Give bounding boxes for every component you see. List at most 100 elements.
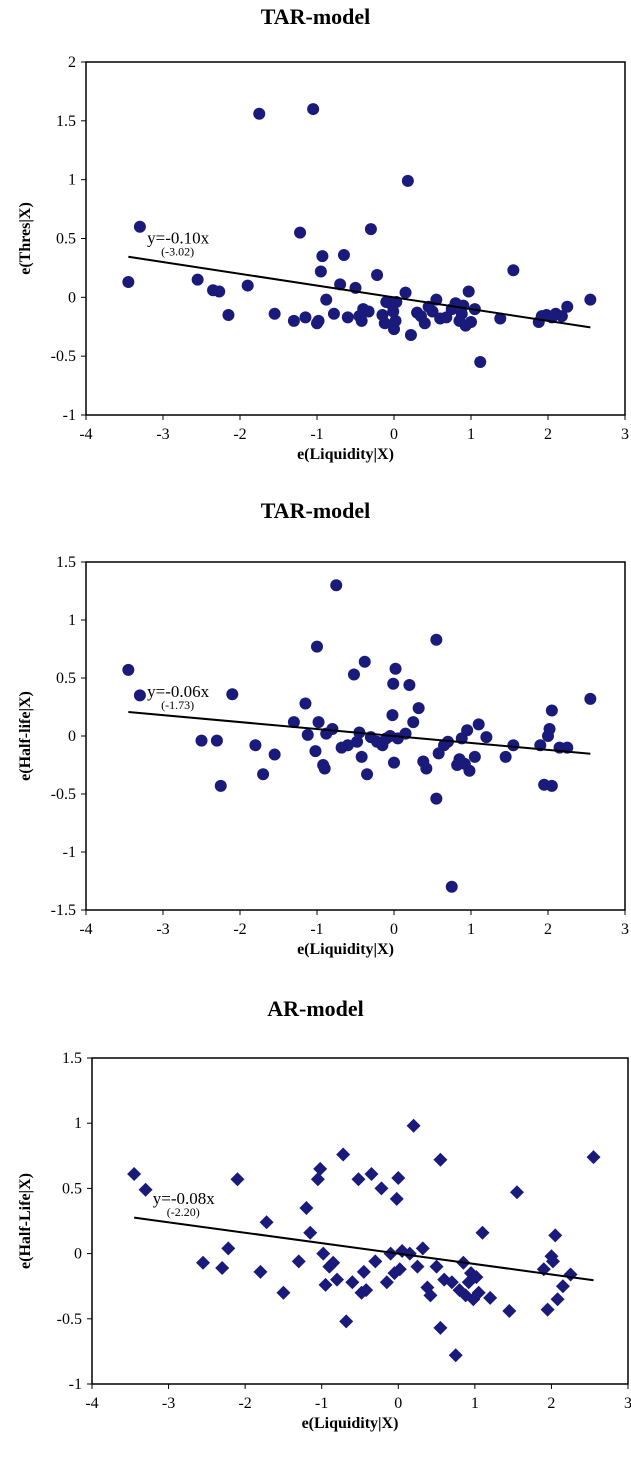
trend-tstat: (-3.02) <box>161 244 194 258</box>
trend-equation: y=-0.10x <box>147 228 209 247</box>
data-point <box>314 265 327 278</box>
data-point <box>461 724 474 737</box>
x-tick-label: -1 <box>315 1395 328 1412</box>
trend-tstat: (-1.73) <box>161 698 194 712</box>
data-point <box>403 678 416 691</box>
data-point <box>563 1267 578 1282</box>
y-axis-label: e(Half-Life|X) <box>17 1173 34 1269</box>
data-point <box>430 633 443 646</box>
data-point <box>316 1246 331 1261</box>
trend-equation: y=-0.08x <box>153 1189 215 1208</box>
data-point <box>462 285 475 298</box>
x-tick-label: -2 <box>238 1395 251 1412</box>
data-point <box>402 1246 417 1261</box>
data-point <box>457 299 470 312</box>
data-point <box>468 750 481 763</box>
chart-panel-2: TAR-model 1.5 1 0.5 0 -0.5 -1 -1.5 -4 -3 -2 -1 0 1 2 3… <box>0 490 631 980</box>
y-tick-label: 1.5 <box>56 554 76 571</box>
data-point <box>461 1275 476 1290</box>
y-tick-label: 0.5 <box>62 1180 82 1197</box>
x-axis-label: e(Liquidity|X) <box>297 941 394 958</box>
data-point <box>433 1320 448 1335</box>
data-point <box>379 1275 394 1290</box>
data-point <box>303 1225 318 1240</box>
x-axis-label: e(Liquidity|X) <box>297 446 394 463</box>
data-point <box>445 880 458 893</box>
data-point <box>249 739 262 752</box>
data-point <box>337 248 350 261</box>
data-point <box>545 704 558 717</box>
data-point <box>555 310 568 323</box>
data-point <box>276 1285 291 1300</box>
data-point <box>469 1270 484 1285</box>
x-axis-label: e(Liquidity|X) <box>302 1415 399 1432</box>
data-point <box>196 1255 211 1270</box>
data-point <box>214 779 227 792</box>
data-point <box>230 1172 245 1187</box>
data-point <box>371 268 384 281</box>
data-point <box>330 1272 345 1287</box>
data-point <box>412 702 425 715</box>
data-point <box>326 1255 341 1270</box>
data-point <box>354 1285 369 1300</box>
data-point <box>351 735 364 748</box>
data-point <box>334 278 347 291</box>
data-point <box>426 305 439 318</box>
data-point <box>330 579 343 592</box>
data-point <box>301 728 314 741</box>
data-point <box>474 356 487 369</box>
x-tick-label: -3 <box>156 426 169 443</box>
x-tick-label: 2 <box>544 426 552 443</box>
data-point <box>555 1279 570 1294</box>
data-point <box>383 1246 398 1261</box>
x-tick-label: -1 <box>310 426 323 443</box>
data-point <box>472 718 485 731</box>
data-point <box>429 1259 444 1274</box>
data-point <box>312 314 325 327</box>
data-point <box>326 723 339 736</box>
data-point <box>502 1303 517 1318</box>
data-point <box>415 1241 430 1256</box>
data-point <box>268 307 281 320</box>
data-point <box>423 1288 438 1303</box>
y-tick-label: 0.5 <box>56 231 76 248</box>
data-point <box>127 1167 142 1182</box>
y-tick-label: -0.5 <box>51 348 76 365</box>
data-point <box>494 312 507 325</box>
data-point <box>359 1283 374 1298</box>
data-point <box>406 1118 421 1133</box>
data-point <box>448 1348 463 1363</box>
data-point <box>351 1172 366 1187</box>
trend-line <box>128 710 591 755</box>
data-point <box>368 1254 383 1269</box>
data-point <box>257 768 270 781</box>
data-point <box>241 279 254 292</box>
data-point <box>586 1150 601 1165</box>
data-point <box>389 662 402 675</box>
data-point <box>307 103 320 116</box>
data-point <box>584 692 597 705</box>
y-tick-label: -1 <box>63 844 76 861</box>
data-point <box>226 688 239 701</box>
data-point <box>294 226 307 239</box>
data-point <box>345 1275 360 1290</box>
data-point <box>195 734 208 747</box>
data-point <box>401 174 414 187</box>
data-point <box>561 300 574 313</box>
data-point <box>480 731 493 744</box>
data-point <box>391 1170 406 1185</box>
data-point <box>268 748 281 761</box>
data-point <box>378 317 391 330</box>
data-point <box>548 1228 563 1243</box>
data-point <box>320 293 333 306</box>
data-point <box>545 1254 560 1269</box>
data-point <box>471 1285 486 1300</box>
data-point <box>355 314 368 327</box>
y-tick-label: 1 <box>68 172 76 189</box>
data-point <box>215 1260 230 1275</box>
y-tick-label: -1 <box>63 407 76 424</box>
y-tick-label: -1 <box>69 1376 82 1393</box>
data-point <box>465 316 477 329</box>
x-tick-label: -3 <box>156 921 169 938</box>
data-point <box>507 264 520 277</box>
